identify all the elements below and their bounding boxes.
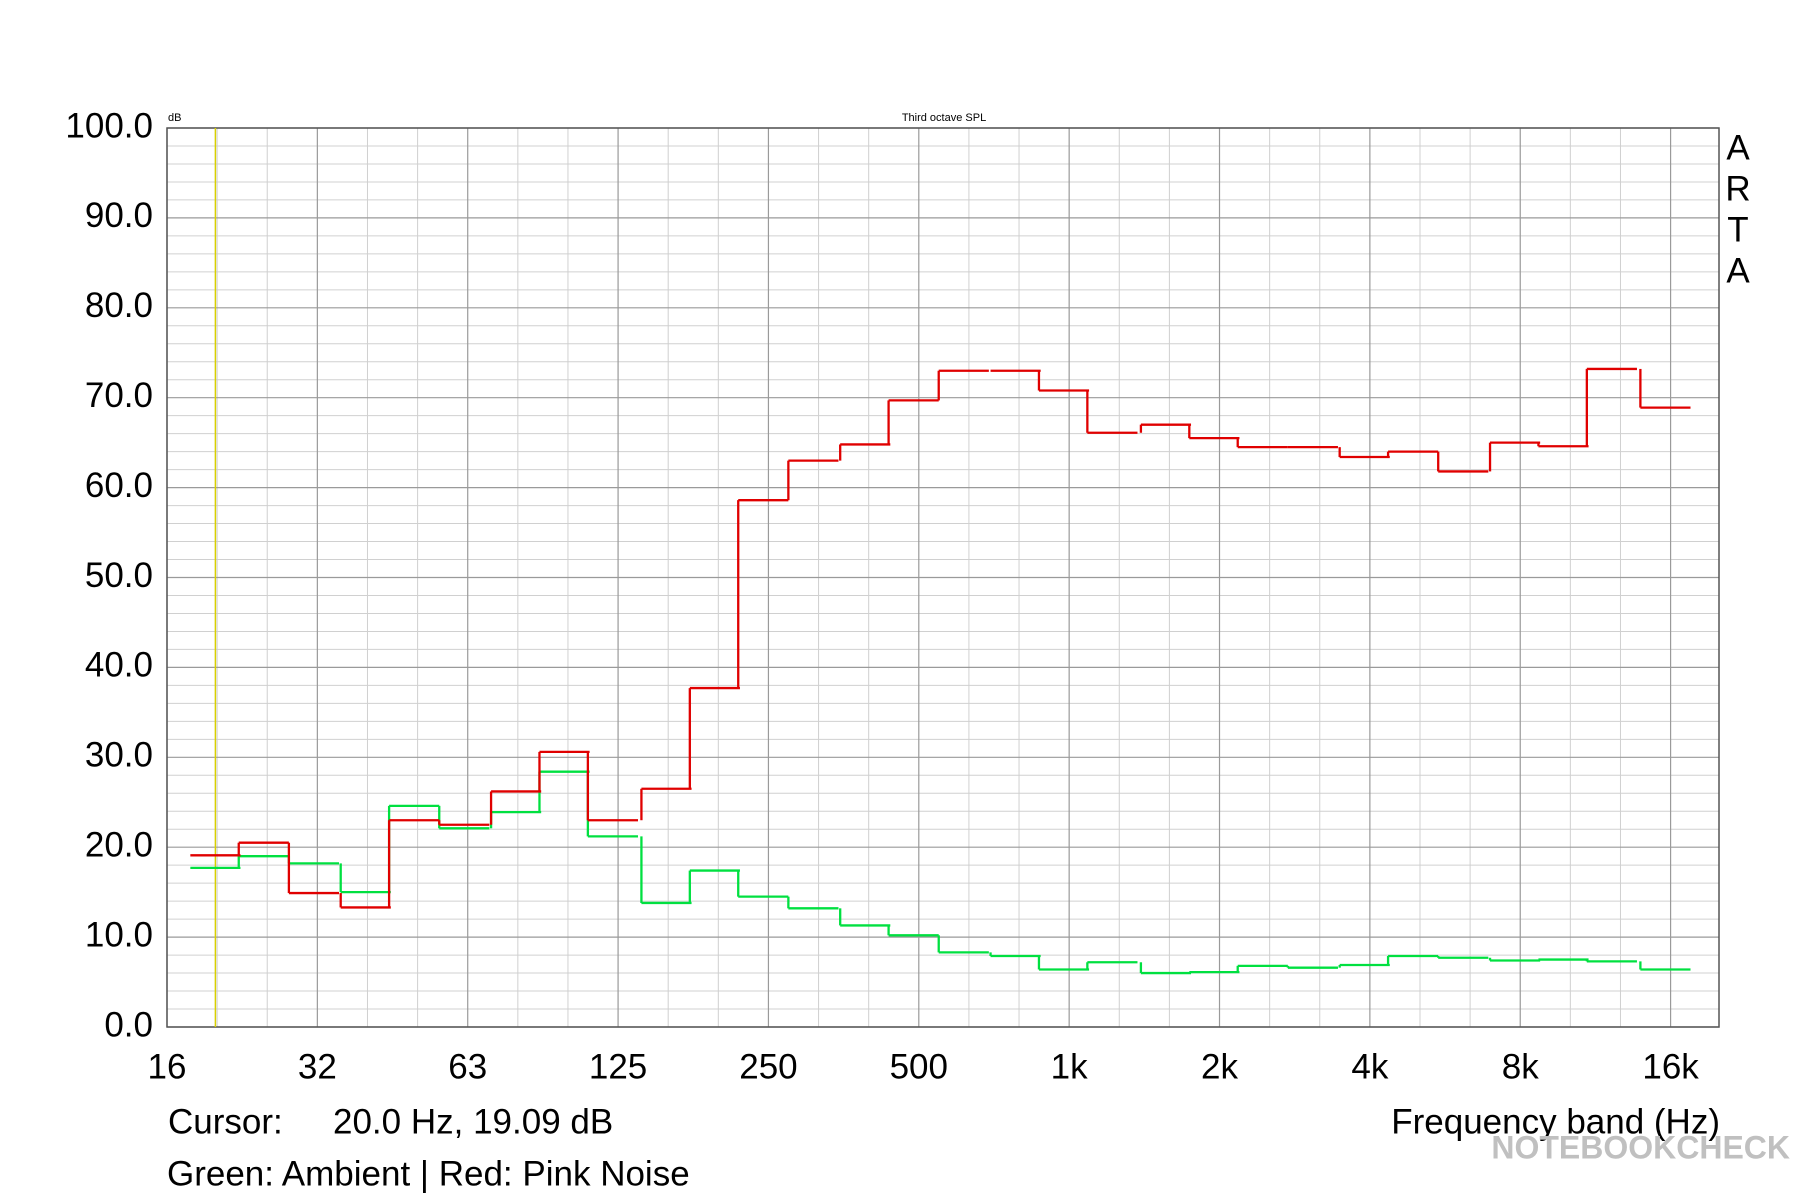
- side-label-letter: T: [1727, 210, 1748, 249]
- y-tick-label: 50.0: [85, 556, 153, 595]
- x-tick-label: 63: [448, 1047, 487, 1086]
- y-tick-label: 40.0: [85, 646, 153, 685]
- cursor-text: 20.0 Hz, 19.09 dB: [333, 1102, 613, 1141]
- y-tick-label: 100.0: [65, 106, 153, 145]
- y-tick-label: 60.0: [85, 466, 153, 505]
- y-tick-label: 30.0: [85, 736, 153, 775]
- chart-title: Third octave SPL: [902, 112, 986, 124]
- side-label-letter: A: [1726, 128, 1750, 167]
- y-tick-label: 10.0: [85, 915, 153, 954]
- x-tick-label: 4k: [1351, 1047, 1388, 1086]
- watermark: NOTEBOOKCHECK: [1491, 1129, 1790, 1165]
- side-label-letter: R: [1725, 169, 1750, 208]
- x-axis-label: Frequency band (Hz): [1391, 1102, 1720, 1141]
- plot-frame: [166, 127, 1720, 1028]
- cursor-label: Cursor:: [168, 1102, 283, 1141]
- y-tick-label: 0.0: [104, 1005, 153, 1044]
- y-tick-label: 80.0: [85, 286, 153, 325]
- x-tick-label: 500: [890, 1047, 948, 1086]
- y-tick-label: 90.0: [85, 196, 153, 235]
- x-tick-label: 1k: [1051, 1047, 1088, 1086]
- x-tick-label: 125: [589, 1047, 647, 1086]
- y-tick-label: 20.0: [85, 825, 153, 864]
- x-tick-label: 16: [148, 1047, 187, 1086]
- x-tick-label: 250: [739, 1047, 797, 1086]
- side-label-letter: A: [1726, 251, 1750, 290]
- legend-text: Green: Ambient | Red: Pink Noise: [167, 1154, 690, 1193]
- x-tick-label: 32: [298, 1047, 337, 1086]
- x-tick-label: 8k: [1502, 1047, 1539, 1086]
- x-tick-label: 16k: [1642, 1047, 1699, 1086]
- y-tick-label: 70.0: [85, 376, 153, 415]
- x-tick-label: 2k: [1201, 1047, 1238, 1086]
- y-unit: dB: [168, 112, 181, 124]
